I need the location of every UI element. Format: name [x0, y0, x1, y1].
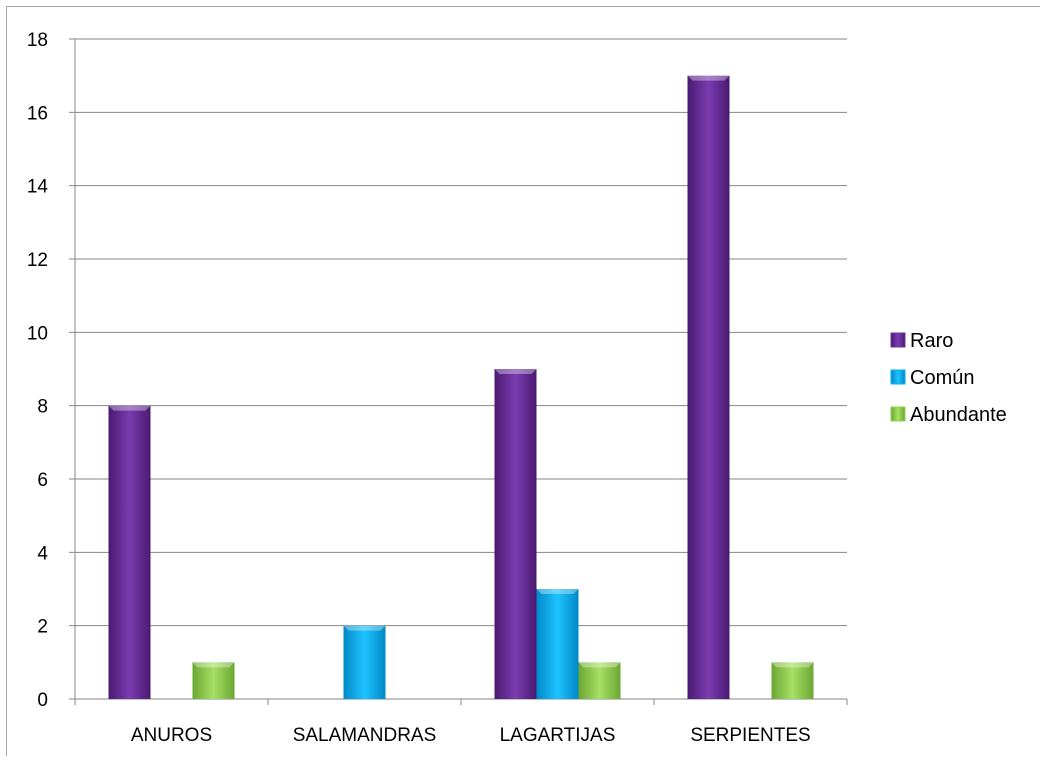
y-tick-label: 12 [27, 250, 48, 271]
bar [108, 405, 151, 699]
legend: Raro Común Abundante [890, 330, 1007, 426]
legend-entry-raro: Raro [890, 330, 953, 352]
legend-label: Abundante [910, 404, 1007, 426]
y-tick-label: 4 [37, 543, 48, 564]
bar [343, 625, 386, 699]
bar-bevel [771, 662, 814, 668]
x-tick-label: ANUROS [131, 725, 212, 746]
bar-abundante-serpientes [771, 662, 814, 699]
x-tick-labels: ANUROS SALAMANDRAS LAGARTIJAS SERPIENTES [131, 725, 811, 746]
bar-bevel [494, 369, 537, 374]
bar-bevel [578, 662, 621, 668]
legend-label: Común [910, 367, 974, 389]
x-tick-label: SALAMANDRAS [293, 725, 437, 746]
bar [771, 662, 814, 699]
legend-entry-común: Común [890, 367, 974, 389]
axes [74, 39, 848, 705]
legend-label: Raro [910, 330, 953, 352]
bars [108, 75, 814, 699]
bar [192, 662, 235, 699]
y-tick-label: 18 [27, 30, 48, 51]
bar [494, 369, 537, 699]
bar-abundante-anuros [192, 662, 235, 699]
bar-bevel [108, 405, 151, 411]
bar-bevel [536, 589, 579, 594]
y-tick-label: 6 [37, 470, 48, 491]
y-tick-label: 10 [27, 323, 48, 344]
legend-swatch [890, 406, 906, 422]
bar [536, 589, 579, 699]
y-tick-label: 14 [27, 177, 49, 198]
bar-común-lagartijas [536, 589, 579, 699]
bar-raro-serpientes [687, 75, 730, 699]
bar-bevel [687, 75, 730, 81]
legend-swatch [890, 369, 906, 385]
chart-frame [6, 6, 1040, 756]
bar-raro-lagartijas [494, 369, 537, 699]
y-tick-label: 0 [37, 690, 48, 711]
y-tick-label: 2 [37, 617, 48, 638]
bar-raro-anuros [108, 405, 151, 699]
x-tick-label: LAGARTIJAS [500, 725, 616, 746]
legend-entry-abundante: Abundante [890, 404, 1007, 426]
gridlines [69, 38, 847, 700]
bar-común-salamandras [343, 625, 386, 699]
y-tick-labels: 0 2 4 6 8 10 12 14 16 18 [27, 30, 49, 711]
bar-bevel [192, 662, 235, 668]
bar-abundante-lagartijas [578, 662, 621, 699]
bar-bevel [343, 625, 386, 631]
legend-swatch [890, 332, 906, 348]
bar [578, 662, 621, 699]
y-tick-label: 8 [37, 397, 48, 418]
bar [687, 75, 730, 699]
y-tick-label: 16 [27, 103, 48, 124]
x-tick-label: SERPIENTES [690, 725, 810, 746]
